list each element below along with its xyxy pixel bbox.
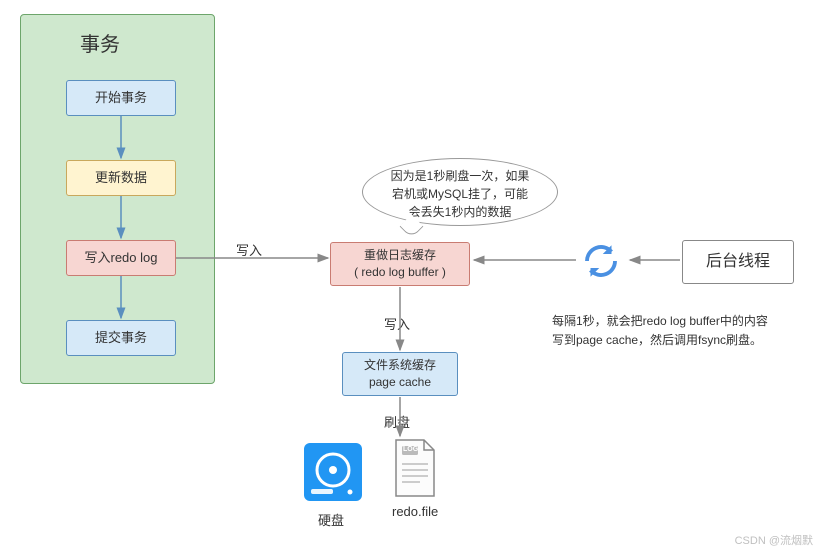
buffer-line2: ( redo log buffer )	[354, 264, 446, 281]
transaction-title: 事务	[80, 28, 120, 57]
backend-thread-box: 后台线程	[682, 240, 794, 284]
disk-icon	[301, 440, 365, 504]
write-in-label: 写入	[236, 240, 262, 259]
pagecache-line2: page cache	[364, 374, 436, 391]
speech-bubble: 因为是1秒刷盘一次，如果 宕机或MySQL挂了，可能 会丢失1秒内的数据	[362, 158, 558, 226]
file-icon: LOG	[390, 438, 438, 500]
start-label: 开始事务	[95, 89, 147, 107]
note-line2: 写到page cache，然后调用fsync刷盘。	[552, 331, 768, 350]
update-label: 更新数据	[95, 169, 147, 187]
commit-label: 提交事务	[95, 329, 147, 347]
note-text: 每隔1秒，就会把redo log buffer中的内容 写到page cache…	[552, 312, 768, 350]
redo-log-buffer-box: 重做日志缓存 ( redo log buffer )	[330, 242, 470, 286]
commit-transaction-box: 提交事务	[66, 320, 176, 356]
pagecache-line1: 文件系统缓存	[364, 357, 436, 374]
file-badge: LOG	[403, 446, 418, 453]
flush-label: 刷盘	[384, 412, 410, 431]
note-line1: 每隔1秒，就会把redo log buffer中的内容	[552, 312, 768, 331]
speech-line3: 会丢失1秒内的数据	[381, 203, 539, 221]
watermark: CSDN @流烟默	[735, 532, 813, 548]
file-label: redo.file	[392, 504, 438, 519]
update-data-box: 更新数据	[66, 160, 176, 196]
sync-icon	[580, 240, 622, 282]
buffer-line1: 重做日志缓存	[354, 247, 446, 264]
disk-label: 硬盘	[318, 510, 344, 529]
page-cache-box: 文件系统缓存 page cache	[342, 352, 458, 396]
write-redolog-box: 写入redo log	[66, 240, 176, 276]
backend-label: 后台线程	[706, 251, 770, 273]
redolog-label: 写入redo log	[85, 249, 158, 267]
start-transaction-box: 开始事务	[66, 80, 176, 116]
speech-line1: 因为是1秒刷盘一次，如果	[381, 167, 539, 185]
speech-line2: 宕机或MySQL挂了，可能	[381, 185, 539, 203]
write-down-label: 写入	[384, 314, 410, 333]
